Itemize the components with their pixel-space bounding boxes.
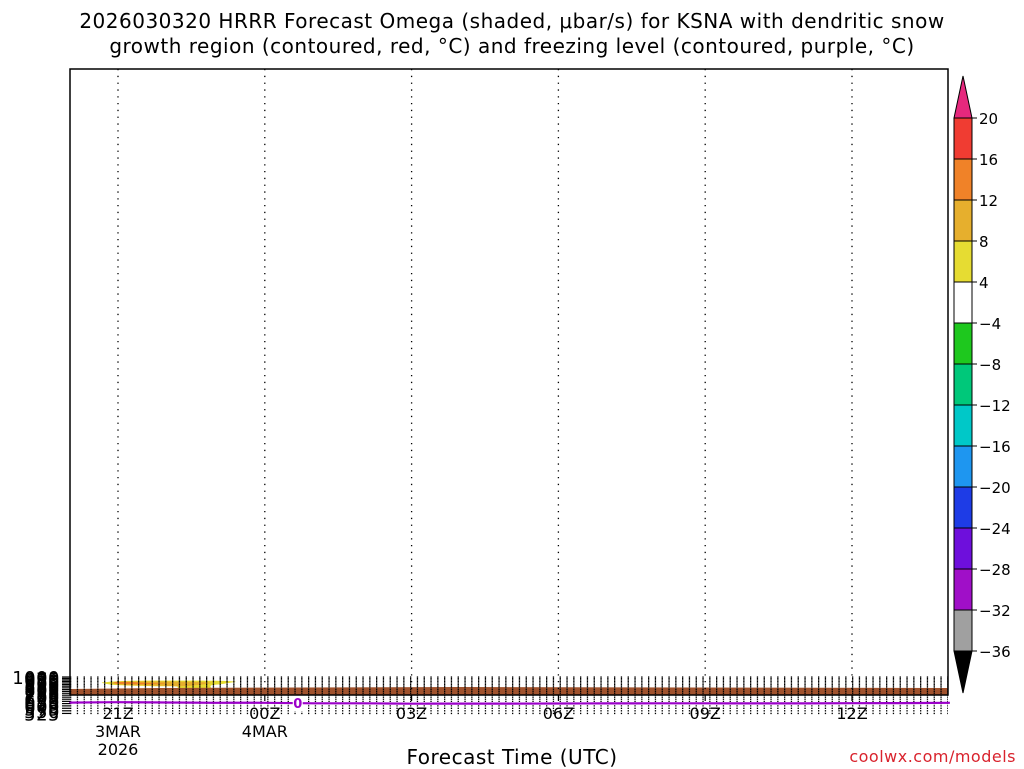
colorbar-cell-12: [953, 609, 973, 652]
y-tick-label-975: 975: [24, 669, 60, 690]
colorbar-label-11: −28: [979, 561, 1011, 579]
plot-frame: [69, 68, 949, 696]
chart-title-line-2: growth region (contoured, red, °C) and f…: [109, 34, 915, 58]
y-tick-label-575: 575: [24, 699, 60, 720]
freezing-level-line: [69, 701, 950, 705]
x-axis-label: Forecast Time (UTC): [406, 745, 618, 769]
y-tick-label-850: 850: [24, 677, 60, 698]
y-tick-label-625: 625: [24, 695, 60, 716]
x-tick-label-21Z-3: 2026: [98, 740, 139, 759]
grid: [70, 69, 948, 715]
x-tick-label-21Z-1: 21Z: [102, 704, 133, 723]
colorbar-cell-3: [953, 240, 973, 283]
colorbar-cell-11: [953, 568, 973, 611]
colorbar-cell-8: [953, 445, 973, 488]
freezing-level: 0: [69, 695, 950, 712]
colorbar-cell-4: [953, 281, 973, 324]
y-tick-label-525: 525: [24, 704, 60, 725]
colorbar-cell-0: [953, 117, 973, 160]
colorbar-cell-10: [953, 527, 973, 570]
colorbar-label-1: 16: [979, 151, 998, 169]
x-tick-label-03Z-1: 03Z: [396, 704, 427, 723]
y-tick-label-725: 725: [24, 686, 60, 707]
y-tick-label-700: 700: [24, 688, 60, 709]
y-tick-label-825: 825: [24, 679, 60, 700]
x-tick-label-06Z-1: 06Z: [543, 704, 574, 723]
y-tick-label-925: 925: [24, 672, 60, 693]
x-tick-label-12Z-1: 12Z: [836, 704, 867, 723]
y-tick-label-600: 600: [24, 697, 60, 718]
colorbar-cell-6: [953, 363, 973, 406]
colorbar-label-3: 8: [979, 233, 989, 251]
freezing-level-label: 0: [293, 697, 302, 712]
colorbar-label-6: −8: [979, 356, 1001, 374]
colorbar-cell-5: [953, 322, 973, 365]
colorbar-label-4: 4: [979, 274, 989, 292]
y-tick-label-950: 950: [24, 671, 60, 692]
site-credit: coolwx.com/models: [849, 747, 1016, 766]
colorbar-label-5: −4: [979, 315, 1001, 333]
y-tick-label-900: 900: [24, 674, 60, 695]
colorbar-label-2: 12: [979, 192, 998, 210]
colorbar-top-arrow: [953, 75, 973, 119]
colorbar-bottom-arrow: [953, 650, 973, 694]
y-tick-label-1000: 1000: [12, 668, 60, 689]
colorbar-label-8: −16: [979, 438, 1011, 456]
x-tick-label-00Z-1: 00Z: [249, 704, 280, 723]
y-tick-label-675: 675: [24, 690, 60, 711]
colorbar-cell-7: [953, 404, 973, 447]
colorbar-label-9: −20: [979, 479, 1011, 497]
freezing-level-label-bg: [292, 695, 303, 712]
x-tick-label-09Z-1: 09Z: [690, 704, 721, 723]
omega-region-12-16: [113, 681, 167, 685]
colorbar-label-10: −24: [979, 520, 1011, 538]
colorbar-label-0: 20: [979, 110, 998, 128]
x-tick-label-21Z-2: 3MAR: [95, 722, 141, 741]
y-tick-label-875: 875: [24, 676, 60, 697]
colorbar-label-13: −36: [979, 643, 1011, 661]
colorbar: 20 16 12 8 4 −4 −8 −12 −16 −20 −24 −28 −32 −36: [953, 75, 1011, 694]
y-axis: 5255505756006256506757007257507758008258…: [12, 668, 70, 725]
y-tick-label-650: 650: [24, 692, 60, 713]
colorbar-label-12: −32: [979, 602, 1011, 620]
colorbar-cell-2: [953, 199, 973, 242]
colorbar-cell-9: [953, 486, 973, 529]
y-tick-label-800: 800: [24, 681, 60, 702]
surface-band: [70, 687, 948, 695]
chart-title-line-1: 2026030320 HRRR Forecast Omega (shaded, …: [79, 9, 945, 33]
surface-terrain: [70, 687, 948, 695]
x-tick-label-00Z-2: 4MAR: [242, 722, 288, 741]
y-tick-label-550: 550: [24, 702, 60, 723]
y-tick-label-750: 750: [24, 684, 60, 705]
y-tick-label-775: 775: [24, 682, 60, 703]
colorbar-cell-1: [953, 158, 973, 201]
colorbar-label-7: −12: [979, 397, 1011, 415]
